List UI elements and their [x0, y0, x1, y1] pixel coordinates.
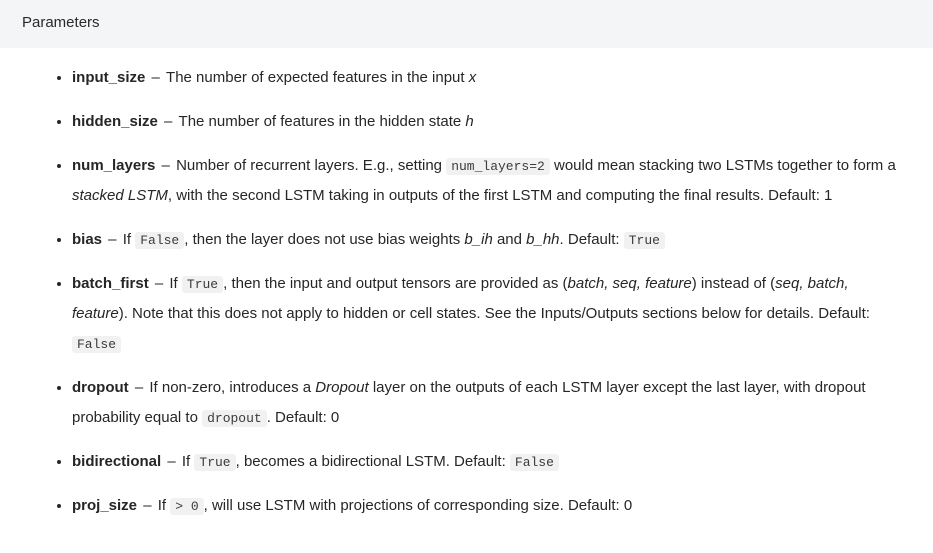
italic-text: Dropout: [315, 379, 368, 396]
desc-text: . Default:: [560, 231, 624, 248]
desc-text: If non-zero, introduces a: [149, 379, 315, 396]
code-literal: dropout: [202, 410, 267, 427]
desc-text: ) instead of (: [692, 275, 775, 292]
param-separator: –: [131, 379, 148, 396]
italic-text: b_hh: [526, 231, 559, 248]
param-item: bias – If False, then the layer does not…: [72, 225, 903, 255]
italic-text: h: [465, 113, 473, 130]
desc-text: The number of expected features in the i…: [166, 69, 469, 86]
param-name: bias: [72, 231, 102, 248]
code-literal: False: [135, 232, 184, 249]
desc-text: , becomes a bidirectional LSTM. Default:: [236, 453, 510, 470]
param-name: bidirectional: [72, 453, 161, 470]
code-literal: False: [72, 336, 121, 353]
desc-text: . Default: 0: [267, 409, 340, 426]
param-separator: –: [104, 231, 121, 248]
desc-text: If: [123, 231, 136, 248]
desc-text: , will use LSTM with projections of corr…: [204, 497, 633, 514]
param-separator: –: [163, 453, 180, 470]
param-item: hidden_size – The number of features in …: [72, 107, 903, 137]
param-name: input_size: [72, 69, 145, 86]
param-name: num_layers: [72, 157, 155, 174]
desc-text: , with the second LSTM taking in outputs…: [168, 187, 833, 204]
code-literal: True: [182, 276, 223, 293]
param-separator: –: [160, 113, 177, 130]
desc-text: If: [169, 275, 182, 292]
param-name: hidden_size: [72, 113, 158, 130]
italic-text: stacked LSTM: [72, 187, 168, 204]
code-literal: True: [624, 232, 665, 249]
param-separator: –: [157, 157, 174, 174]
desc-text: , then the input and output tensors are …: [223, 275, 567, 292]
param-item: input_size – The number of expected feat…: [72, 63, 903, 93]
parameters-title: Parameters: [22, 14, 100, 31]
param-name: batch_first: [72, 275, 149, 292]
param-separator: –: [151, 275, 168, 292]
code-literal: num_layers=2: [446, 158, 550, 175]
param-item: bidirectional – If True, becomes a bidir…: [72, 447, 903, 477]
param-name: proj_size: [72, 497, 137, 514]
parameters-list: input_size – The number of expected feat…: [30, 63, 903, 521]
desc-text: , then the layer does not use bias weigh…: [184, 231, 464, 248]
param-item: num_layers – Number of recurrent layers.…: [72, 151, 903, 211]
italic-text: batch, seq, feature: [568, 275, 692, 292]
desc-text: ). Note that this does not apply to hidd…: [119, 305, 870, 322]
param-name: dropout: [72, 379, 129, 396]
desc-text: The number of features in the hidden sta…: [179, 113, 466, 130]
parameters-header: Parameters: [0, 0, 933, 49]
code-literal: False: [510, 454, 559, 471]
param-item: dropout – If non-zero, introduces a Drop…: [72, 373, 903, 433]
parameters-content: input_size – The number of expected feat…: [0, 49, 933, 553]
italic-text: x: [469, 69, 477, 86]
desc-text: Number of recurrent layers. E.g., settin…: [176, 157, 446, 174]
param-separator: –: [147, 69, 164, 86]
param-item: batch_first – If True, then the input an…: [72, 269, 903, 359]
code-literal: True: [194, 454, 235, 471]
desc-text: If: [158, 497, 171, 514]
italic-text: b_ih: [464, 231, 492, 248]
desc-text: If: [182, 453, 195, 470]
desc-text: and: [493, 231, 526, 248]
desc-text: would mean stacking two LSTMs together t…: [550, 157, 896, 174]
param-item: proj_size – If > 0, will use LSTM with p…: [72, 491, 903, 521]
code-literal: > 0: [170, 498, 203, 515]
param-separator: –: [139, 497, 156, 514]
